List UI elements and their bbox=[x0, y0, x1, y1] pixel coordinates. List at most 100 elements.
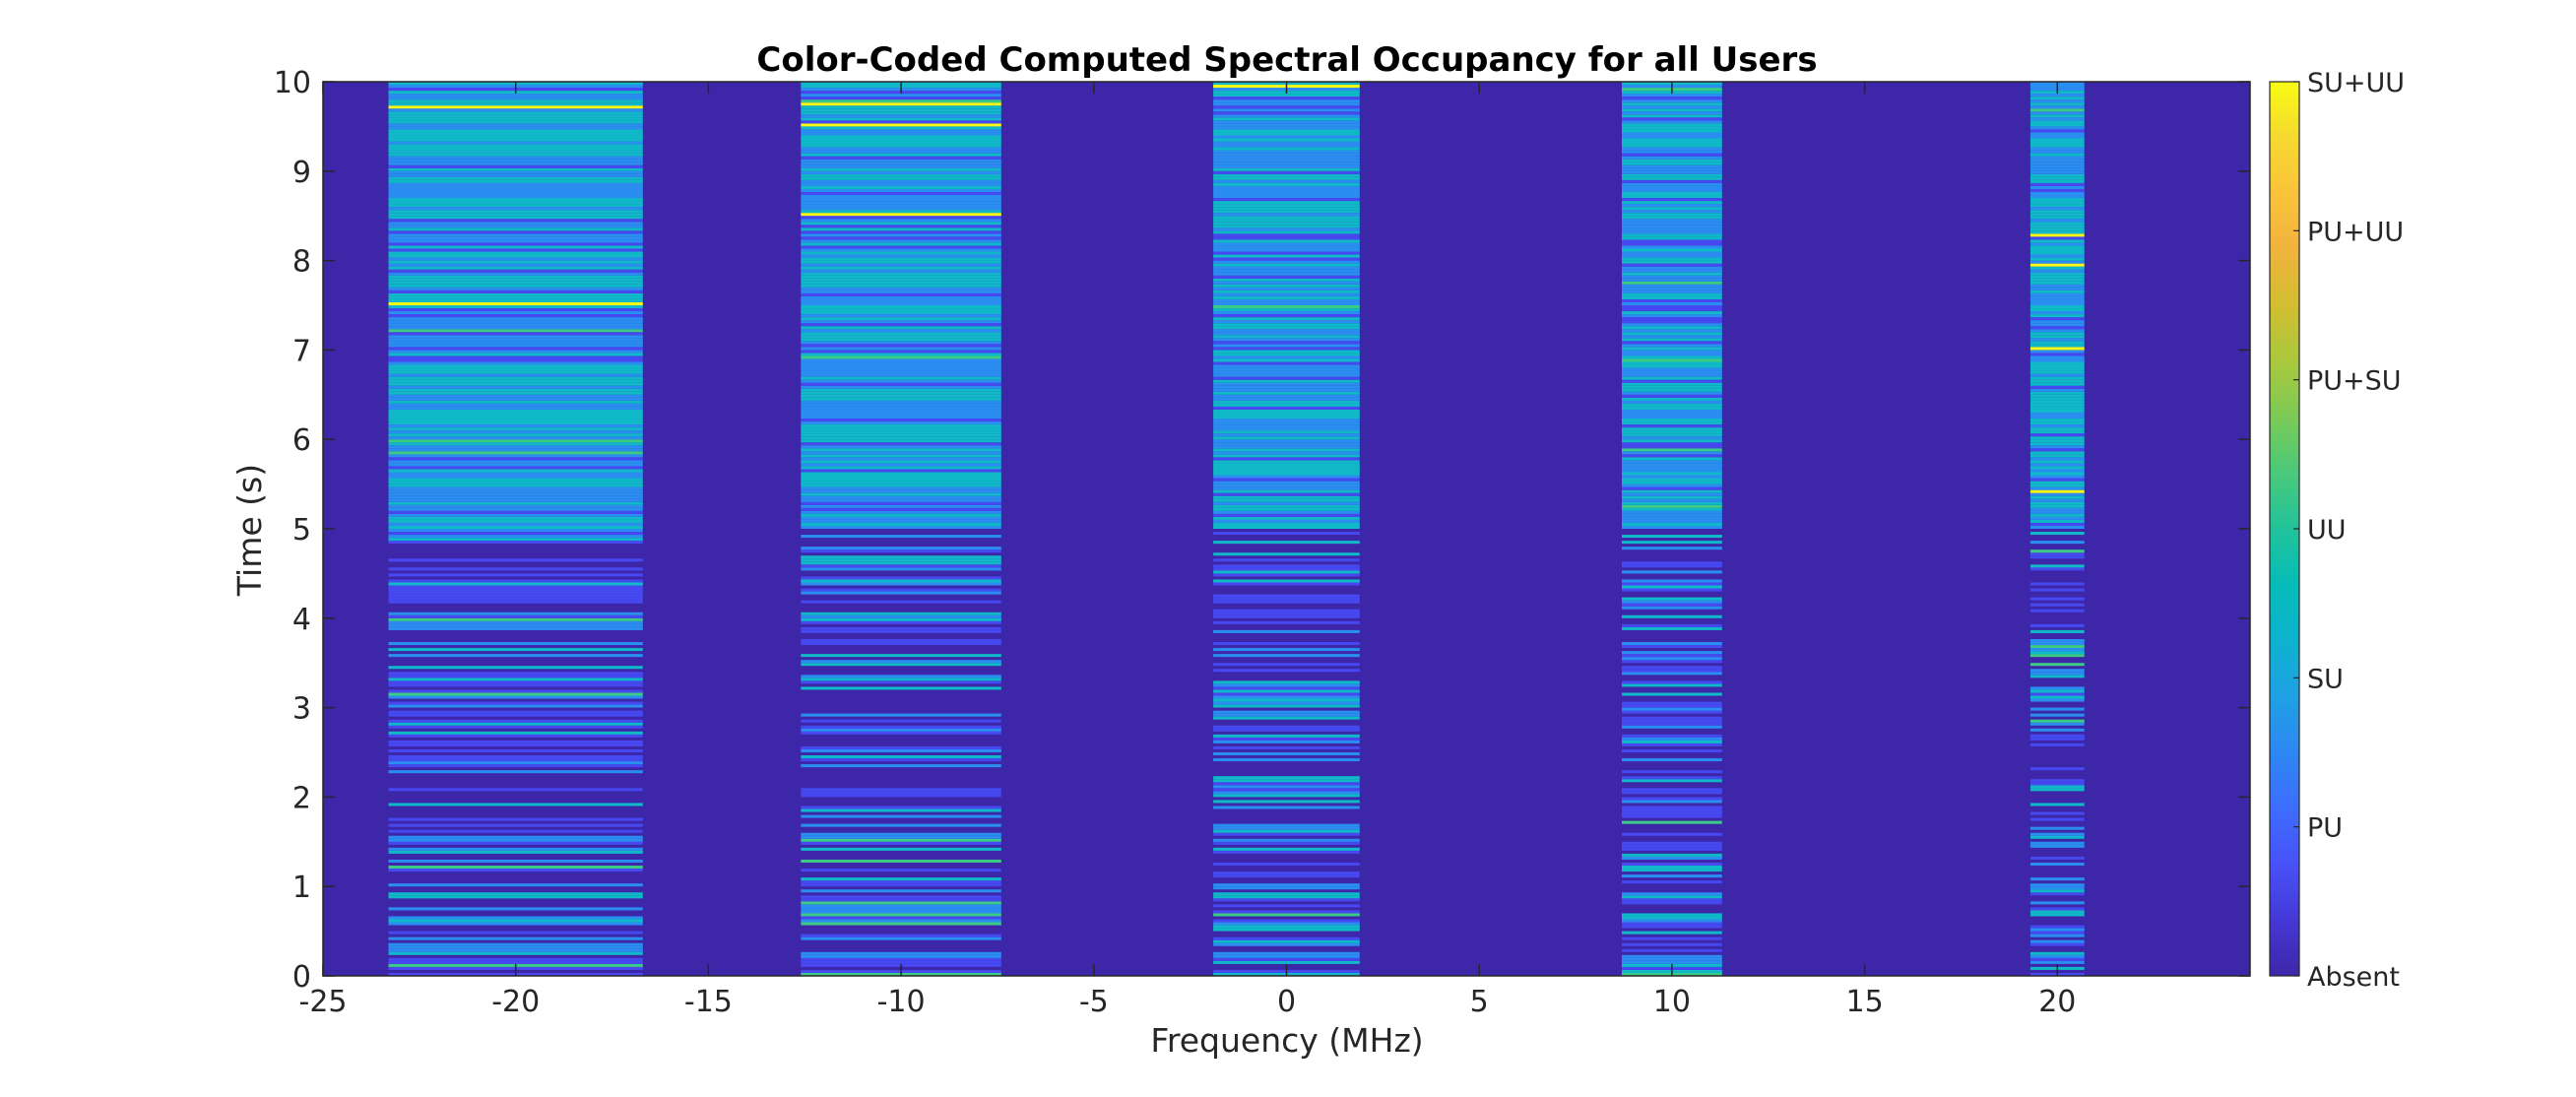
occupancy-cell bbox=[1622, 666, 1722, 670]
occupancy-cell bbox=[801, 230, 1001, 234]
occupancy-cell bbox=[1213, 919, 1360, 923]
occupancy-cell bbox=[2029, 811, 2085, 815]
occupancy-cell bbox=[388, 522, 643, 526]
occupancy-cell bbox=[1213, 489, 1360, 493]
y-tick-label: 7 bbox=[292, 334, 311, 368]
occupancy-cell bbox=[388, 731, 643, 735]
occupancy-cell bbox=[388, 308, 643, 312]
occupancy-cell bbox=[801, 394, 1001, 398]
occupancy-cell bbox=[1213, 295, 1360, 299]
occupancy-band-3 bbox=[1213, 82, 1360, 976]
occupancy-cell bbox=[801, 960, 1001, 964]
occupancy-cell bbox=[388, 295, 643, 299]
occupancy-cell bbox=[801, 791, 1001, 795]
occupancy-cell bbox=[1622, 108, 1722, 112]
occupancy-cell bbox=[1622, 919, 1722, 923]
x-tick-label: 15 bbox=[1846, 985, 1884, 1019]
occupancy-cell bbox=[801, 97, 1001, 100]
occupancy-cell bbox=[801, 614, 1001, 618]
occupancy-cell bbox=[801, 814, 1001, 818]
occupancy-cell bbox=[2029, 835, 2085, 839]
occupancy-cell bbox=[1213, 737, 1360, 741]
occupancy-cell bbox=[2029, 373, 2085, 377]
occupancy-cell bbox=[801, 278, 1001, 282]
occupancy-cell bbox=[2029, 623, 2085, 627]
occupancy-cell bbox=[2029, 335, 2085, 339]
occupancy-cell bbox=[388, 742, 643, 746]
occupancy-cell bbox=[801, 654, 1001, 658]
occupancy-cell bbox=[1622, 382, 1722, 386]
occupancy-cell bbox=[1213, 355, 1360, 359]
occupancy-cell bbox=[388, 951, 643, 955]
occupancy-cell bbox=[2029, 925, 2085, 929]
occupancy-cell bbox=[2029, 960, 2085, 964]
occupancy-cell bbox=[1213, 928, 1360, 932]
occupancy-cell bbox=[388, 216, 643, 220]
occupancy-cell bbox=[388, 835, 643, 839]
occupancy-cell bbox=[801, 361, 1001, 365]
occupancy-cell bbox=[1213, 216, 1360, 220]
occupancy-cell bbox=[388, 922, 643, 926]
occupancy-cell bbox=[388, 222, 643, 226]
occupancy-cell bbox=[1622, 806, 1722, 809]
occupancy-cell bbox=[1213, 838, 1360, 842]
occupancy-cell bbox=[388, 510, 643, 514]
occupancy-cell bbox=[388, 135, 643, 139]
occupancy-cell bbox=[801, 522, 1001, 526]
occupancy-cell bbox=[801, 251, 1001, 255]
occupancy-cell bbox=[801, 806, 1001, 809]
occupancy-cell bbox=[801, 403, 1001, 407]
occupancy-cell bbox=[1622, 236, 1722, 240]
occupancy-cell bbox=[1213, 263, 1360, 267]
occupancy-cell bbox=[388, 866, 643, 870]
occupancy-cell bbox=[1622, 99, 1722, 103]
occupancy-cell bbox=[2029, 394, 2085, 398]
occupancy-cell bbox=[388, 957, 643, 961]
occupancy-cell bbox=[1213, 782, 1360, 786]
y-tick-label: 6 bbox=[292, 423, 311, 458]
occupancy-cell bbox=[1213, 692, 1360, 696]
occupancy-cell bbox=[801, 847, 1001, 851]
occupancy-cell bbox=[1622, 275, 1722, 279]
occupancy-cell bbox=[1213, 522, 1360, 526]
occupancy-cell bbox=[801, 823, 1001, 827]
occupancy-cell bbox=[1213, 419, 1360, 422]
occupancy-cell bbox=[388, 204, 643, 208]
occupancy-cell bbox=[801, 141, 1001, 145]
occupancy-cell bbox=[801, 519, 1001, 523]
occupancy-cell bbox=[801, 859, 1001, 863]
occupancy-cell bbox=[1622, 800, 1722, 804]
occupancy-cell bbox=[388, 626, 643, 630]
occupancy-cell bbox=[1213, 504, 1360, 508]
occupancy-cell bbox=[1213, 892, 1360, 896]
occupancy-cell bbox=[2029, 317, 2085, 321]
occupancy-cell bbox=[1622, 492, 1722, 496]
occupancy-cell bbox=[801, 198, 1001, 202]
occupancy-cell bbox=[2029, 498, 2085, 502]
occupancy-cell bbox=[801, 832, 1001, 836]
occupancy-cell bbox=[1213, 597, 1360, 601]
occupancy-cell bbox=[1213, 716, 1360, 720]
occupancy-cell bbox=[388, 403, 643, 407]
occupancy-cell bbox=[1622, 510, 1722, 514]
occupancy-cell bbox=[1622, 779, 1722, 783]
occupancy-cell bbox=[2029, 222, 2085, 226]
occupancy-cell bbox=[1622, 931, 1722, 935]
occupancy-cell bbox=[1213, 960, 1360, 964]
occupancy-cell bbox=[801, 547, 1001, 550]
occupancy-cell bbox=[388, 683, 643, 687]
occupancy-cell bbox=[1622, 869, 1722, 872]
occupancy-cell bbox=[388, 666, 643, 670]
occupancy-cell bbox=[1213, 326, 1360, 330]
occupancy-cell bbox=[1622, 788, 1722, 792]
occupancy-cell bbox=[2029, 403, 2085, 407]
occupancy-cell bbox=[1622, 901, 1722, 905]
occupancy-cell bbox=[801, 367, 1001, 371]
occupancy-cell bbox=[801, 176, 1001, 180]
occupancy-cell bbox=[1622, 669, 1722, 673]
occupancy-cell bbox=[2029, 326, 2085, 330]
occupancy-cell bbox=[388, 567, 643, 571]
occupancy-cell bbox=[388, 323, 643, 327]
occupancy-cell bbox=[2029, 382, 2085, 386]
occupancy-cell bbox=[1622, 579, 1722, 583]
